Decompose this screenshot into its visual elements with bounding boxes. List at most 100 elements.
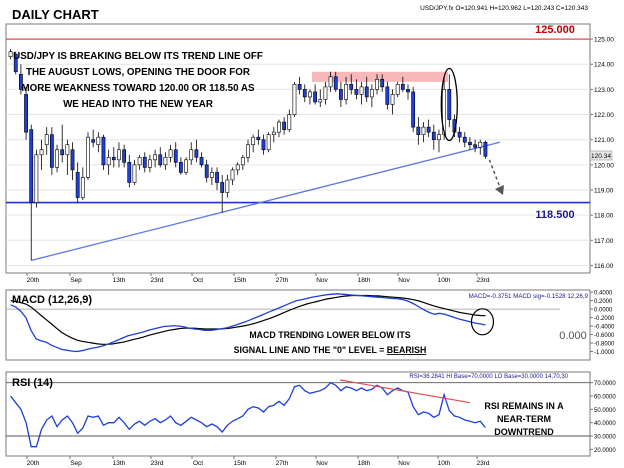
- candle-body: [411, 91, 416, 128]
- candle-body: [215, 172, 219, 183]
- candle-body: [328, 76, 333, 88]
- candle-body: [426, 126, 431, 133]
- candle-body: [468, 141, 472, 146]
- candle-body: [142, 157, 147, 168]
- candle-body: [400, 84, 405, 90]
- price-levels: [6, 38, 590, 262]
- candle-body: [173, 149, 178, 163]
- price-x-tick-label: Sep: [70, 277, 82, 284]
- spike-highlight-ellipse: [440, 67, 458, 142]
- macd-annotation-1: MACD TRENDING LOWER BELOW ITS: [249, 330, 410, 340]
- macd-tick-label: 0.4000: [594, 291, 613, 297]
- candle-body: [75, 172, 80, 198]
- price-x-tick-label: Nov: [398, 277, 410, 284]
- candle-body: [60, 149, 65, 156]
- candle-body: [86, 136, 90, 178]
- macd-highlight-circle: [470, 308, 495, 336]
- candle-body: [323, 86, 328, 100]
- candle-body: [225, 179, 230, 193]
- price-x-tick-label: 10th: [438, 277, 451, 284]
- candle-body: [292, 84, 297, 115]
- candle-body: [478, 141, 483, 148]
- candle-body: [65, 144, 70, 156]
- rsi-x-tick-label: 10th: [438, 460, 451, 467]
- candle-body: [318, 99, 323, 103]
- projection-arrow-head: [495, 185, 504, 195]
- candle-body: [251, 136, 256, 146]
- last-price-tag: [589, 150, 613, 161]
- candle-body: [70, 149, 75, 171]
- rsi-x-tick-label: 27th: [276, 460, 289, 467]
- candle-body: [148, 159, 152, 168]
- candle-body: [302, 89, 307, 98]
- price-tick-label: 120.00: [594, 162, 614, 169]
- candle-body: [230, 169, 235, 181]
- candle-body: [462, 136, 467, 143]
- price-tick-label: 116.00: [594, 263, 614, 270]
- macd-lines: [6, 293, 560, 353]
- candle-body: [91, 139, 96, 143]
- rsi-lines: [6, 379, 590, 448]
- macd-tick-label: 0.0000: [594, 308, 613, 314]
- candle-body: [184, 159, 188, 173]
- candle-body: [246, 144, 250, 158]
- price-x-tick-label: 13th: [113, 277, 126, 284]
- projection-arrow-line: [488, 159, 502, 191]
- level-1185-label: 118.500: [535, 209, 574, 221]
- candle-body: [132, 164, 137, 183]
- macd-annotation-2b: BEARISH: [387, 345, 427, 355]
- candle-body: [447, 89, 452, 120]
- price-x-tick-label: 18th: [358, 277, 371, 284]
- candle-body: [287, 114, 292, 130]
- price-x-tick-label: 27th: [276, 277, 289, 284]
- candle-body: [194, 149, 199, 158]
- rsi-x-tick-label: Nov: [398, 460, 410, 467]
- candle-body: [189, 149, 194, 161]
- candle-body: [127, 162, 132, 183]
- candle-body: [261, 139, 266, 151]
- candle-body: [13, 53, 18, 73]
- candle-body: [483, 141, 488, 157]
- macd-title: MACD (12,26,9): [12, 294, 92, 306]
- price-overlays: [440, 67, 504, 195]
- candle-body: [416, 126, 421, 135]
- rsi-trendline: [339, 379, 471, 404]
- main-annotation-4: WE HEAD INTO THE NEW YEAR: [63, 99, 213, 110]
- candle-body: [442, 89, 447, 135]
- candle-body: [55, 149, 59, 168]
- rsi-title: RSI (14): [12, 377, 53, 389]
- rsi-annotation-1: RSI REMAINS IN A: [484, 401, 564, 411]
- rsi-tick-label: 50.0000: [594, 408, 616, 414]
- candle-body: [271, 131, 276, 135]
- rsi-x-tick-label: 23rd: [150, 460, 163, 467]
- rsi-y-ticks: 70.0000 60.0000 50.0000 40.0000 30.0000 20.00…: [590, 381, 616, 454]
- candle-body: [163, 157, 168, 166]
- rsi-tick-label: 20.0000: [594, 448, 616, 454]
- candle-body: [308, 91, 312, 98]
- macd-line: [10, 293, 486, 353]
- rsi-x-tick-label: Sep: [70, 460, 82, 467]
- macd-y-ticks: 0.4000 0.2000 0.0000 -0.2000 -0.4000 -0.6000 -…: [590, 291, 615, 356]
- rsi-tick-label: 70.0000: [594, 381, 616, 387]
- candle-body: [457, 131, 462, 138]
- resistance-zone: [312, 71, 448, 82]
- candle-body: [80, 177, 85, 198]
- candle-body: [29, 129, 34, 203]
- macd-tick-label: -0.4000: [594, 325, 615, 331]
- trendline: [31, 141, 500, 262]
- main-annotation-1: USD/JPY IS BREAKING BELOW ITS TREND LINE…: [13, 51, 263, 62]
- chart-title: DAILY CHART: [12, 7, 99, 22]
- candle-body: [122, 149, 127, 163]
- candle-body: [349, 84, 354, 90]
- rsi-tick-label: 60.0000: [594, 395, 616, 401]
- candle-body: [168, 149, 173, 158]
- rsi-annotation-3: DOWNTREND: [494, 427, 554, 437]
- candle-body: [437, 134, 441, 140]
- macd-annotation-2: SIGNAL LINE AND THE "0" LEVEL = BEARISH: [234, 345, 427, 355]
- price-tick-label: 119.00: [594, 188, 614, 195]
- macd-tick-label: 0.2000: [594, 299, 613, 305]
- price-tick-label: 125.00: [594, 37, 614, 44]
- rsi-tick-label: 40.0000: [594, 421, 616, 427]
- candle-body: [96, 136, 101, 146]
- candle-body: [313, 91, 317, 103]
